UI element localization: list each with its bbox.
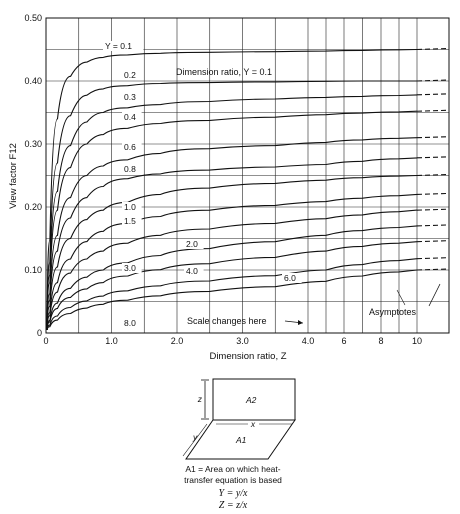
x-tick-label: 10 bbox=[412, 336, 422, 346]
curve-label-bg bbox=[122, 70, 142, 80]
asymptotes-arrow bbox=[428, 283, 441, 307]
asymptote-dash-4.0 bbox=[416, 240, 450, 243]
series-line-0.4 bbox=[46, 110, 418, 330]
series-line-0.3 bbox=[46, 94, 418, 330]
curve-label-bg bbox=[122, 112, 142, 122]
y-tick-label: 0.40 bbox=[24, 76, 42, 86]
y-dimension-line bbox=[182, 423, 208, 457]
series-line-4.0 bbox=[46, 241, 418, 330]
area-a1-rect bbox=[185, 419, 296, 460]
diagram-caption-line2: transfer equation is based bbox=[184, 475, 282, 485]
x-tick-label: 3.0 bbox=[236, 336, 249, 346]
curve-label: 0.6 bbox=[124, 142, 136, 152]
label-a2: A2 bbox=[245, 395, 257, 405]
series-line-0.6 bbox=[46, 137, 418, 330]
series-line-0.8 bbox=[46, 157, 418, 330]
label-z: z bbox=[197, 394, 203, 404]
label-a1: A1 bbox=[235, 435, 247, 445]
asymptote-dash-0.6 bbox=[416, 136, 450, 139]
curve-label-bg bbox=[122, 263, 142, 273]
curve-label: Y = 0.1 bbox=[105, 41, 132, 51]
asymptote-dash-0.3 bbox=[416, 93, 450, 96]
y-tick-label: 0.20 bbox=[24, 202, 42, 212]
asymptote-dash-0.4 bbox=[416, 109, 450, 112]
asymptote-dash-1.5 bbox=[416, 192, 450, 195]
y-tick-label: 0.50 bbox=[24, 13, 42, 23]
curve-label-bg bbox=[122, 202, 142, 212]
geometry-diagram: A2 A1 z x y A1 = Area on which heat- tra… bbox=[182, 378, 296, 511]
curve-label: 4.0 bbox=[186, 266, 198, 276]
plot-frame bbox=[45, 17, 450, 334]
x-tick-label: 2.0 bbox=[171, 336, 184, 346]
curve-label-bg bbox=[122, 216, 142, 226]
y-tick-label: 0.10 bbox=[24, 265, 42, 275]
label-x: x bbox=[250, 419, 256, 429]
x-tick-label: 6 bbox=[341, 336, 346, 346]
curve-label: 0.2 bbox=[124, 70, 136, 80]
curve-label: 0.3 bbox=[124, 92, 136, 102]
asymptote-dash-0.8 bbox=[416, 156, 450, 159]
asymptote-dashes bbox=[416, 47, 450, 271]
asymptotes-leader bbox=[396, 289, 406, 306]
curve-label: 0.8 bbox=[124, 164, 136, 174]
equation-y: Y = y/x bbox=[219, 488, 249, 499]
y-axis-label: View factor F12 bbox=[8, 143, 19, 209]
curve-label: 1.0 bbox=[124, 202, 136, 212]
asymptote-dash-1.0 bbox=[416, 173, 450, 177]
curve-label-bg bbox=[122, 142, 142, 152]
x-tick-label: 4.0 bbox=[302, 336, 315, 346]
curve-label-bg bbox=[282, 273, 302, 283]
curve-label-bg bbox=[184, 266, 204, 276]
scale-changes-annotation: Scale changes here bbox=[187, 316, 267, 326]
curve-label-bg bbox=[184, 239, 204, 249]
scale-changes-arrowhead bbox=[298, 320, 303, 325]
curve-label-bg bbox=[122, 92, 142, 102]
x-axis-label: Dimension ratio, Z bbox=[209, 351, 286, 362]
x-tick-label: 8 bbox=[378, 336, 383, 346]
series-line-0.1 bbox=[46, 48, 418, 330]
label-y: y bbox=[192, 432, 198, 442]
diagram-caption-line1: A1 = Area on which heat- bbox=[185, 464, 280, 474]
asymptote-dash-0.2 bbox=[416, 79, 450, 82]
series-line-2.0 bbox=[46, 209, 418, 330]
asymptote-dash-0.1 bbox=[416, 47, 450, 51]
area-a2-rect bbox=[212, 378, 296, 421]
y-tick-label: 0 bbox=[37, 328, 42, 338]
asymptote-dash-6.0 bbox=[416, 257, 450, 260]
series-line-3.0 bbox=[46, 225, 418, 330]
asymptote-dash-3.0 bbox=[416, 224, 450, 227]
x-tick-labels: 0 1.0 2.0 3.0 4.0 6 8 10 bbox=[43, 336, 422, 346]
curve-label: 6.0 bbox=[284, 273, 296, 283]
asymptote-dash-8.0 bbox=[416, 268, 450, 271]
chart-grid bbox=[46, 18, 449, 333]
curve-label-bg bbox=[122, 164, 142, 174]
equation-z: Z = z/x bbox=[219, 500, 248, 511]
chart-curves bbox=[46, 48, 418, 330]
curve-label: 3.0 bbox=[124, 263, 136, 273]
series-line-6.0 bbox=[46, 258, 418, 330]
y-tick-labels: 0 0.10 0.20 0.30 0.40 0.50 bbox=[24, 13, 42, 338]
series-line-8.0 bbox=[46, 269, 418, 330]
asymptotes-annotation: Asymptotes bbox=[369, 307, 417, 317]
x-tick-label: 0 bbox=[43, 336, 48, 346]
x-tick-label: 1.0 bbox=[105, 336, 118, 346]
y-tick-label: 0.30 bbox=[24, 139, 42, 149]
curve-label-bg bbox=[122, 318, 142, 328]
asymptote-dash-2.0 bbox=[416, 208, 450, 211]
curve-label-bg bbox=[103, 41, 144, 51]
curve-label: 2.0 bbox=[186, 239, 198, 249]
series-line-0.2 bbox=[46, 80, 417, 330]
dimension-ratio-annotation: Dimension ratio, Y = 0.1 bbox=[176, 67, 272, 77]
curve-labels: Y = 0.1 0.2 0.3 0.4 0.6 0.8 1.0 1.5 2.0 3.0 4.0 6.0… bbox=[103, 41, 302, 328]
curve-label: 1.5 bbox=[124, 216, 136, 226]
curve-label: 0.4 bbox=[124, 112, 136, 122]
curve-label: 8.0 bbox=[124, 318, 136, 328]
